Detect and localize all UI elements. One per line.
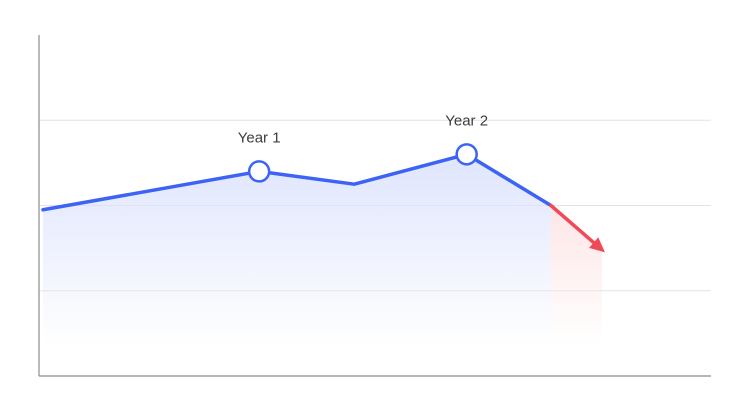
point-markers	[247, 143, 478, 183]
series-line	[41, 152, 553, 212]
point-labels: Year 1 Year 2	[238, 112, 488, 146]
trend-line	[549, 203, 596, 245]
point-marker	[247, 160, 271, 183]
point-label: Year 2	[445, 112, 488, 129]
area-fills	[43, 154, 602, 345]
point-label: Year 1	[238, 129, 281, 146]
trend-arrowhead	[589, 237, 605, 253]
series-lines	[41, 152, 605, 253]
point-marker	[455, 143, 478, 166]
series-area	[43, 154, 551, 345]
axes	[38, 35, 711, 377]
